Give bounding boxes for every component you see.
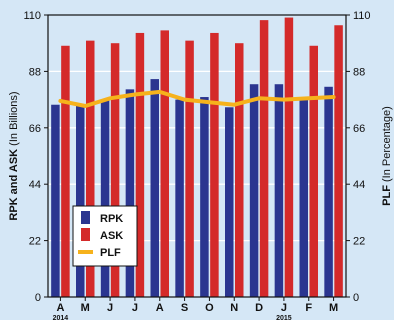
bar-rpk <box>150 79 159 297</box>
legend-label-plf: PLF <box>100 247 121 259</box>
y-axis-title-left: RPK and ASK (In Billions) <box>8 91 20 220</box>
bar-ask <box>309 45 318 297</box>
x-tick-label: M <box>329 302 338 314</box>
bar-ask <box>334 25 343 297</box>
bar-rpk <box>125 89 135 297</box>
y-tick-label-right: 88 <box>353 66 365 78</box>
bar-rpk <box>324 86 333 297</box>
y-tick-label-left: 110 <box>23 10 41 22</box>
y-tick-label-left: 66 <box>29 123 41 135</box>
x-tick-label: O <box>205 302 214 314</box>
bar-rpk <box>51 104 60 298</box>
plf-line <box>58 89 336 108</box>
bar-ask <box>210 32 219 297</box>
x-tick-label: N <box>230 302 238 314</box>
legend-label-ask: ASK <box>100 230 123 242</box>
bar-ask <box>235 43 244 298</box>
bar-rpk <box>299 97 308 297</box>
x-tick-label: D <box>255 302 263 314</box>
y-tick-label-left: 44 <box>29 179 41 191</box>
bar-rpk <box>200 97 209 297</box>
x-tick-label: J <box>107 302 113 314</box>
x-year-label: 2015 <box>276 315 292 320</box>
y-tick-label-left: 0 <box>35 292 41 304</box>
bar-ask <box>160 30 169 298</box>
y-axis-left: 0 22 44 66 88 110 <box>23 10 48 304</box>
y-tick-label-right: 44 <box>353 179 365 191</box>
bar-rpk <box>100 99 110 297</box>
bar-ask <box>110 43 120 298</box>
y-tick-label-right: 0 <box>353 292 359 304</box>
legend-label-rpk: RPK <box>100 213 123 225</box>
bar-ask <box>135 32 145 297</box>
y-axis-right: 0 22 44 66 88 110 <box>346 10 371 304</box>
x-axis: A M J J A S O N D J F M 2014 2015 <box>53 297 338 320</box>
legend-swatch-rpk <box>81 211 90 224</box>
bar-rpk <box>175 99 184 297</box>
bar-ask <box>259 20 269 298</box>
x-tick-label: J <box>281 302 287 314</box>
bar-ask <box>61 45 70 297</box>
bars <box>51 17 343 298</box>
y-axis-title-right: PLF (In Percentage) <box>381 106 393 206</box>
y-tick-label-right: 22 <box>353 236 365 248</box>
x-tick-label: S <box>181 302 188 314</box>
x-tick-label: J <box>132 302 138 314</box>
y-tick-label-left: 88 <box>29 66 41 78</box>
bar-rpk <box>76 104 85 298</box>
plot-frame <box>47 14 347 298</box>
y-tick-label-right: 110 <box>353 10 371 22</box>
y-tick-label-right: 66 <box>353 123 365 135</box>
line-plf <box>58 89 336 108</box>
bar-rpk <box>274 84 284 297</box>
bar-rpk <box>249 84 259 297</box>
y-tick-label-left: 22 <box>29 236 41 248</box>
bar-ask <box>284 17 294 298</box>
bar-rpk <box>225 107 234 297</box>
legend-swatch-ask <box>81 228 90 241</box>
x-tick-label: A <box>56 302 64 314</box>
plot-border <box>47 14 347 298</box>
bar-ask <box>86 40 95 298</box>
x-year-label: 2014 <box>53 315 69 320</box>
x-tick-label: M <box>81 302 90 314</box>
x-tick-label: F <box>305 302 312 314</box>
x-tick-label: A <box>156 302 164 314</box>
bar-ask <box>185 40 194 298</box>
legend: RPK ASK PLF <box>72 205 138 267</box>
